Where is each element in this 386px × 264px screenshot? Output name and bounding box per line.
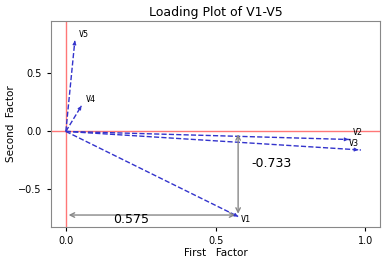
Y-axis label: Second  Factor: Second Factor <box>5 86 15 162</box>
X-axis label: First   Factor: First Factor <box>184 248 247 258</box>
Text: V1: V1 <box>241 215 251 224</box>
Text: V4: V4 <box>86 95 96 104</box>
Title: Loading Plot of V1-V5: Loading Plot of V1-V5 <box>149 6 283 18</box>
Text: -0.733: -0.733 <box>252 157 292 170</box>
Text: V5: V5 <box>78 30 88 39</box>
Text: V2: V2 <box>352 129 362 138</box>
Text: V3: V3 <box>349 139 359 148</box>
Text: 0.575: 0.575 <box>113 213 149 226</box>
